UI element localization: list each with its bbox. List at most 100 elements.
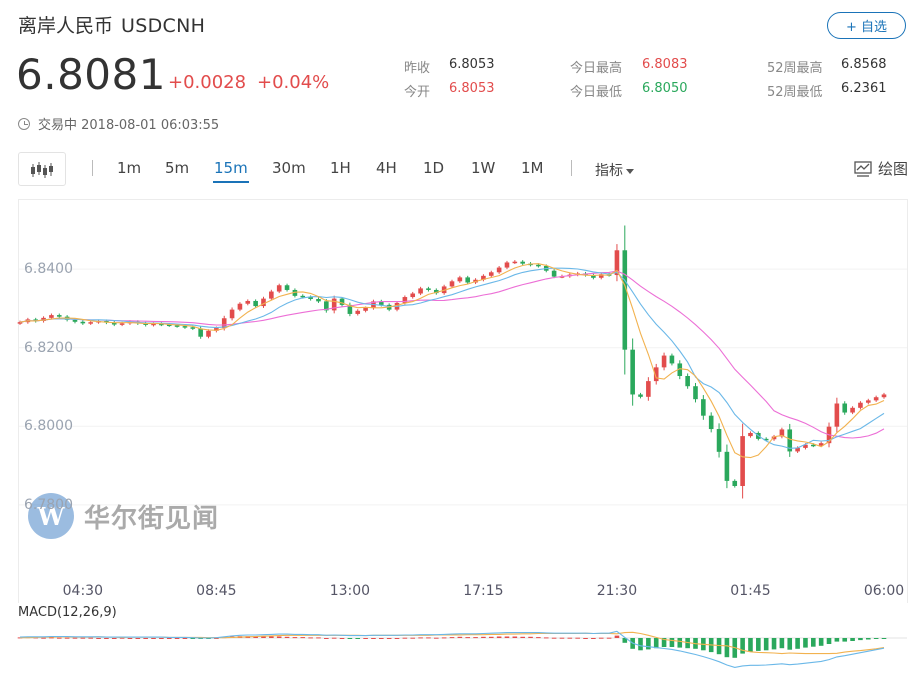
candle-body <box>771 436 777 440</box>
candle-body <box>41 317 46 321</box>
macd-histogram-bar <box>787 638 793 650</box>
macd-histogram-bar <box>865 638 871 640</box>
macd-histogram-bar <box>528 636 533 638</box>
candle-body <box>457 277 463 282</box>
indicator-menu[interactable]: 指标 <box>595 160 634 180</box>
macd-histogram-bar <box>308 637 313 639</box>
macd-histogram-bar <box>646 638 651 650</box>
macd-histogram-bar <box>174 638 180 639</box>
candle-body <box>410 293 416 298</box>
candle-body <box>88 322 93 324</box>
macd-histogram-bar <box>135 638 141 639</box>
macd-histogram-bar <box>214 638 219 639</box>
candle-body <box>465 277 471 283</box>
candle-body <box>803 444 808 448</box>
stat-label-52w-high: 52周最高 <box>767 61 823 76</box>
candle-body <box>111 322 117 325</box>
macd-histogram-bar <box>300 637 306 639</box>
macd-histogram-bar <box>685 638 690 649</box>
candle-body <box>49 315 54 318</box>
candle-body <box>269 291 274 299</box>
candle-body <box>426 288 431 290</box>
candle-body <box>716 429 722 452</box>
candle-body <box>300 295 306 298</box>
macd-histogram-bar <box>496 636 502 638</box>
macd-histogram-bar <box>41 637 46 639</box>
macd-histogram-bar <box>64 637 70 639</box>
candle-body <box>481 275 486 280</box>
candle-body <box>488 272 494 276</box>
stat-value-open: 6.8053 <box>449 81 495 96</box>
macd-histogram-bar <box>324 638 329 639</box>
timeframe-1h[interactable]: 1H <box>330 159 351 177</box>
toolbar-divider <box>571 160 572 176</box>
timeframe-1d[interactable]: 1D <box>423 159 445 177</box>
macd-histogram-bar <box>433 637 439 639</box>
macd-histogram-bar <box>606 637 612 639</box>
macd-histogram-bar <box>151 638 156 639</box>
candle-body <box>591 275 596 278</box>
candle-body <box>253 300 258 307</box>
macd-histogram-bar <box>56 637 62 639</box>
candle-body <box>630 349 635 395</box>
timeframe-15m[interactable]: 15m <box>213 159 249 183</box>
timeframe-1mo[interactable]: 1M <box>521 159 544 177</box>
candle-body <box>779 429 785 437</box>
x-tick-label: 06:00 <box>863 583 905 599</box>
macd-histogram-bar <box>253 636 258 638</box>
candle-body <box>292 289 298 296</box>
timeframe-5m[interactable]: 5m <box>165 159 190 177</box>
y-tick-label: 6.8000 <box>24 418 73 435</box>
macd-histogram-bar <box>873 638 879 639</box>
ma-short-line <box>19 263 885 459</box>
macd-signal-line <box>20 631 885 655</box>
stat-value-prev-close: 6.8053 <box>449 57 495 72</box>
instrument-title: 离岸人民币 USDCNH <box>18 11 205 38</box>
macd-histogram-bar <box>347 638 353 639</box>
macd-histogram-bar <box>661 638 667 647</box>
stat-value-52w-low: 6.2361 <box>841 81 887 96</box>
candle-body <box>159 323 164 326</box>
candlestick-type-button[interactable] <box>18 152 66 186</box>
candle-body <box>56 315 62 317</box>
macd-histogram-bar <box>779 638 785 649</box>
candle-body <box>842 403 848 413</box>
macd-histogram-bar <box>575 637 580 639</box>
stat-value-52w-high: 6.8568 <box>841 57 887 72</box>
macd-histogram-bar <box>465 637 471 639</box>
macd-histogram-bar <box>284 636 290 638</box>
draw-tool-button[interactable]: 绘图 <box>854 158 908 179</box>
candle-body <box>873 397 879 401</box>
macd-histogram-bar <box>402 637 408 639</box>
timeframe-30m[interactable]: 30m <box>272 159 306 177</box>
x-tick-label: 13:00 <box>329 583 371 599</box>
candle-body <box>276 285 282 292</box>
candle-body <box>355 310 361 314</box>
candle-body <box>198 328 203 337</box>
macd-histogram-bar <box>410 637 416 639</box>
candle-body <box>653 367 659 382</box>
macd-histogram-bar <box>803 638 808 648</box>
timeframe-4h[interactable]: 4H <box>376 159 397 177</box>
candle-body <box>551 270 557 277</box>
add-watchlist-button[interactable]: + 自选 <box>827 12 906 39</box>
candle-body <box>701 399 706 416</box>
candle-body <box>708 415 714 430</box>
macd-line <box>19 630 885 668</box>
candle-body <box>339 298 345 305</box>
timeframe-1w[interactable]: 1W <box>471 159 496 177</box>
chart-area[interactable] <box>18 199 908 603</box>
macd-histogram-bar <box>591 638 596 639</box>
x-tick-label: 08:45 <box>196 583 237 599</box>
candle-body <box>795 447 800 452</box>
stat-label-open: 今开 <box>404 85 431 100</box>
macd-histogram-bar <box>669 638 675 647</box>
macd-histogram-bar <box>756 638 761 651</box>
timeframe-1m[interactable]: 1m <box>117 159 142 177</box>
macd-histogram-bar <box>567 637 573 639</box>
macd-histogram-bar <box>795 638 800 649</box>
stat-value-day-high: 6.8083 <box>642 57 688 72</box>
macd-histogram-bar <box>536 637 541 639</box>
candle-body <box>834 403 840 427</box>
